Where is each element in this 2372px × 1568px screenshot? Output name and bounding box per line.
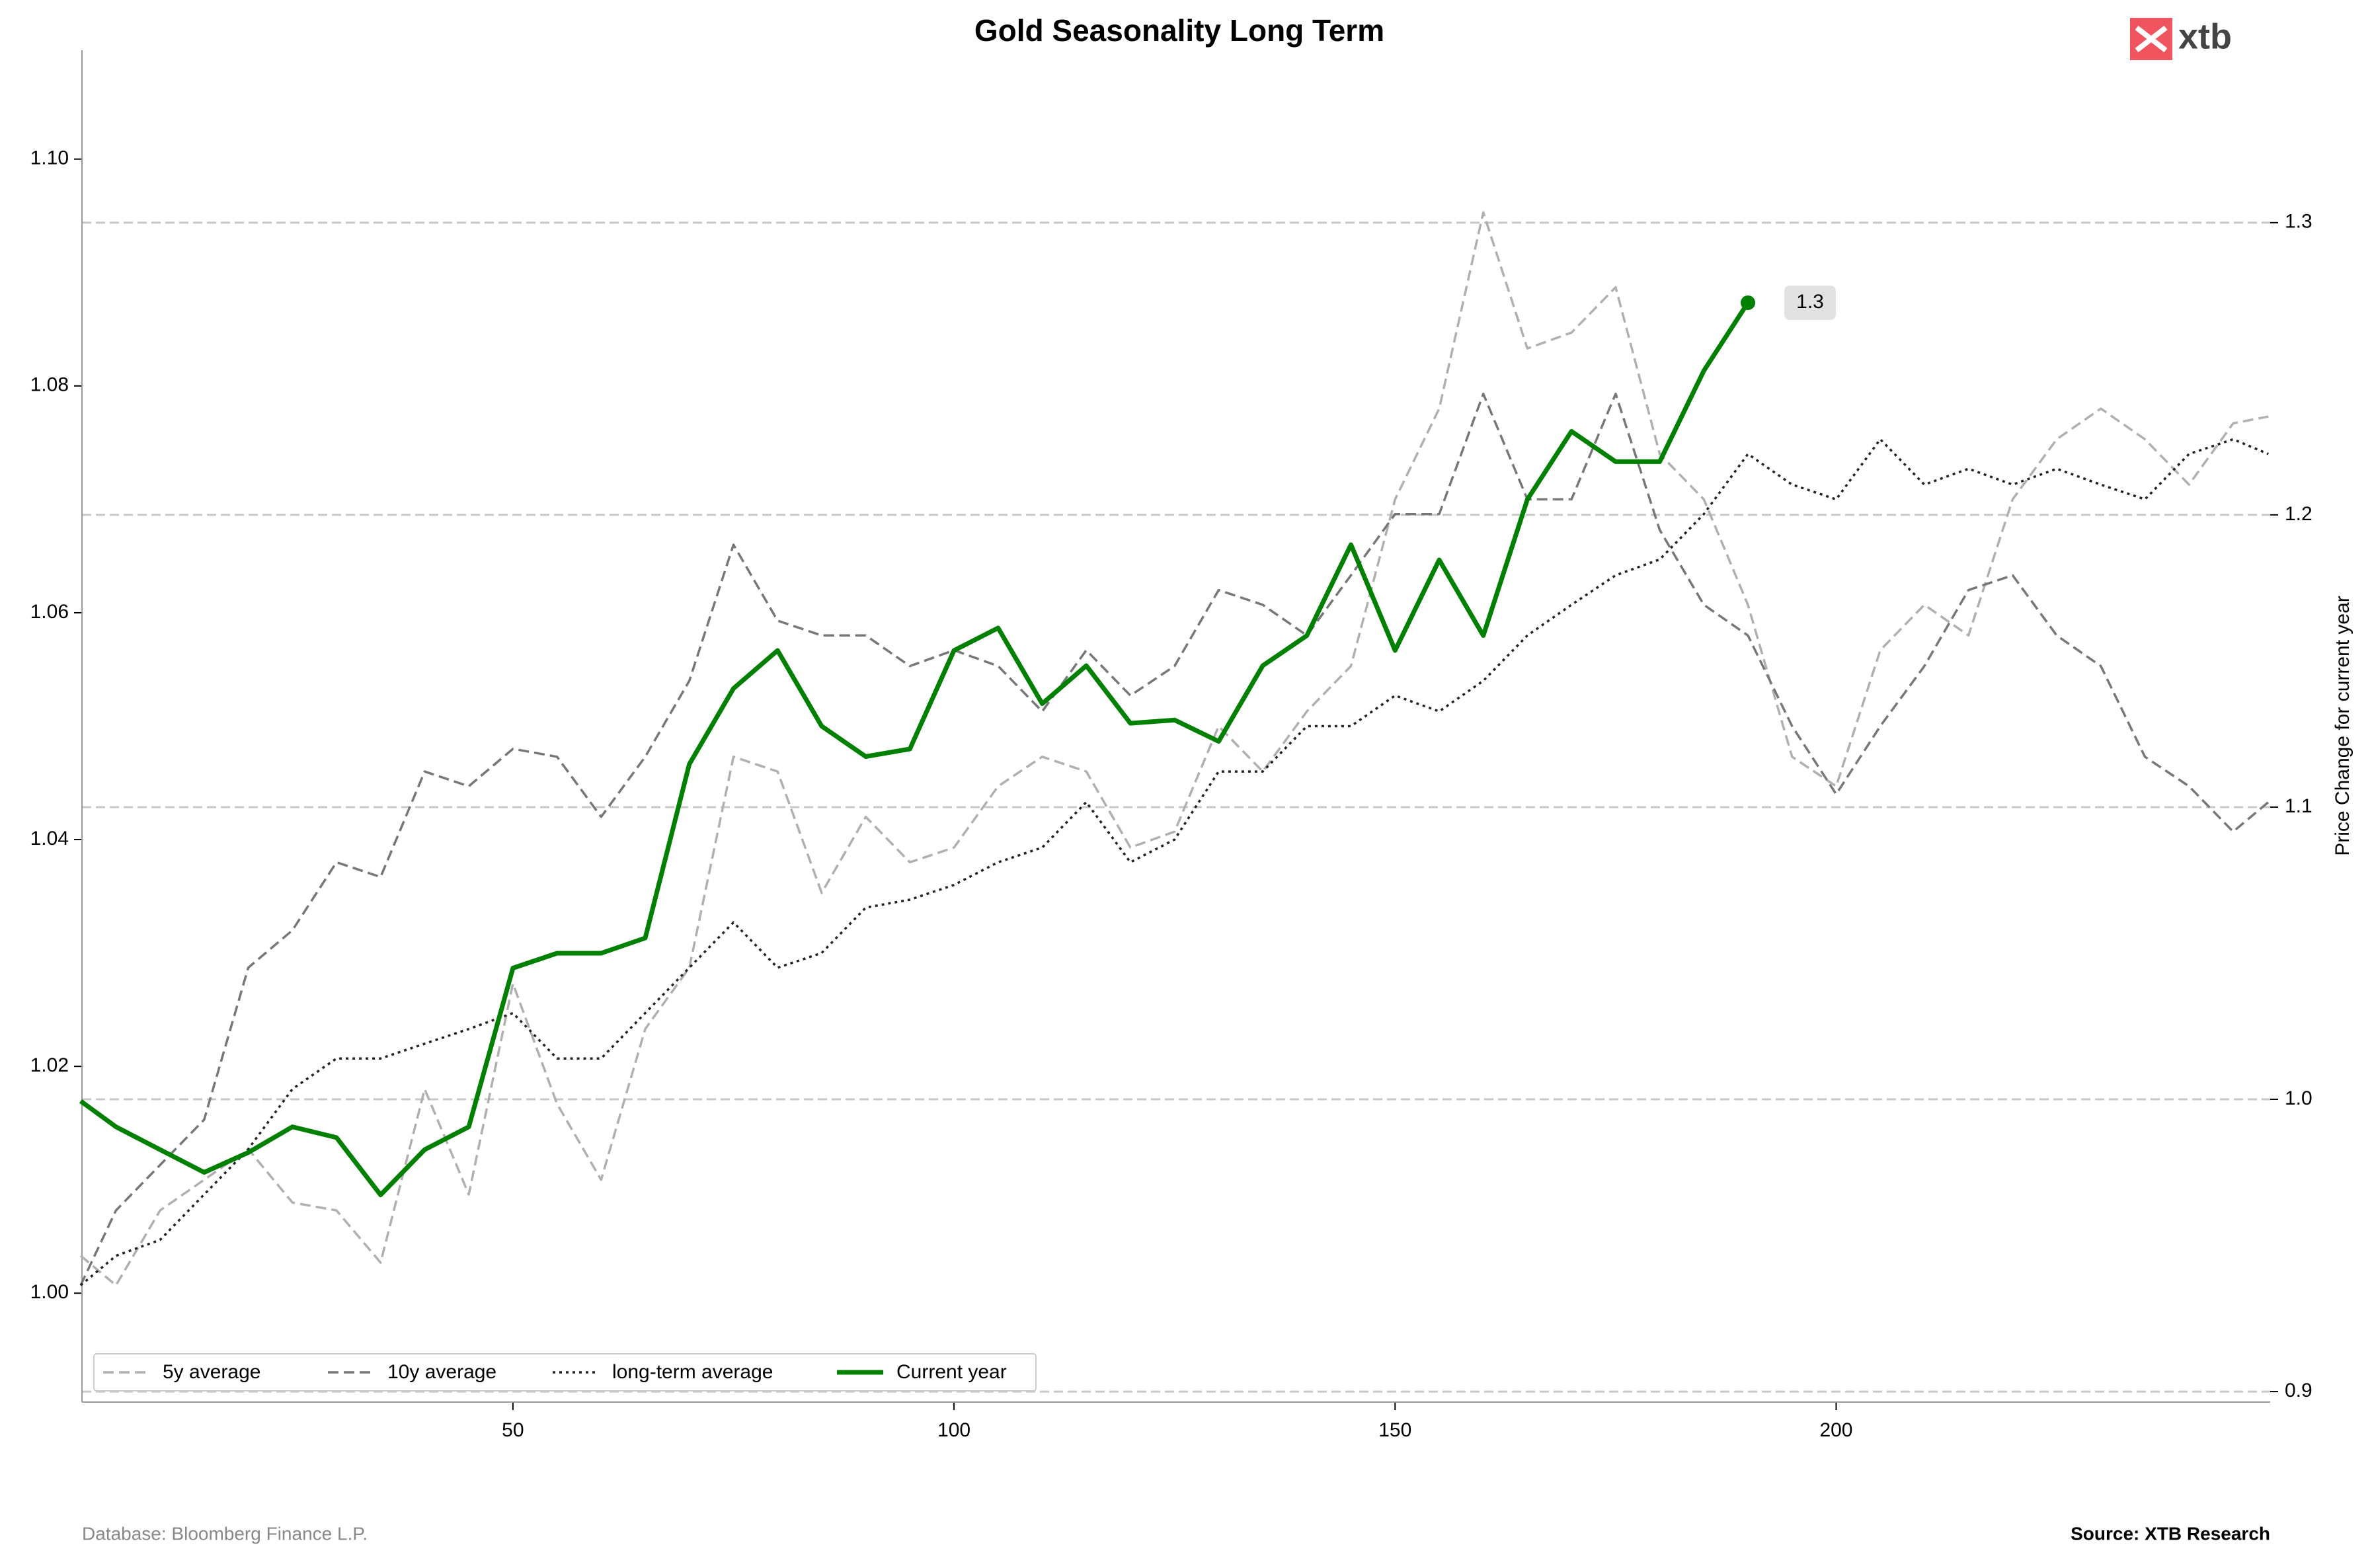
y-tick-label: 1.06 xyxy=(30,601,69,623)
series-line xyxy=(79,438,2269,1286)
series-line xyxy=(79,393,2270,1286)
legend: 5y average 10y average long-term average Cu… xyxy=(93,1353,1037,1392)
x-tick-label: 200 xyxy=(1819,1419,1852,1441)
chart-title: Gold Seasonality Long Term xyxy=(974,13,1384,48)
logo-cross xyxy=(2135,25,2168,53)
series-line xyxy=(79,301,1750,1198)
y2-tick-label: 1.1 xyxy=(2285,795,2313,817)
end-point xyxy=(1741,295,1756,310)
legend-frame xyxy=(93,1353,1037,1392)
legend-label: long-term average xyxy=(612,1361,773,1383)
y2-tick-label: 1.0 xyxy=(2285,1087,2313,1109)
annotation-box xyxy=(1784,285,1837,320)
x-tick-label: 150 xyxy=(1378,1419,1411,1441)
series-line xyxy=(79,211,2269,1287)
y2-axis-label: Price Change for current year xyxy=(2332,596,2353,856)
y2-tick-label: 1.2 xyxy=(2285,503,2313,525)
legend-label: 10y average xyxy=(387,1361,496,1383)
x-tick-label: 100 xyxy=(937,1419,970,1441)
y2-tick-label: 0.9 xyxy=(2285,1380,2313,1401)
y-tick-label: 1.02 xyxy=(30,1054,69,1076)
x-tick-label: 50 xyxy=(502,1419,524,1441)
y-tick-label: 1.00 xyxy=(30,1281,69,1303)
y-tick-label: 1.10 xyxy=(30,147,69,169)
y-tick-label: 1.04 xyxy=(30,828,69,849)
footer-right: Source: XTB Research xyxy=(2071,1523,2270,1544)
annotation-label: 1.3 xyxy=(1796,291,1824,313)
legend-label: Current year xyxy=(896,1361,1007,1383)
logo-text: xtb xyxy=(2178,17,2232,56)
footer-left: Database: Bloomberg Finance L.P. xyxy=(82,1523,368,1544)
y2-tick-label: 1.3 xyxy=(2285,211,2313,233)
legend-label: 5y average xyxy=(163,1361,260,1383)
y-tick-label: 1.08 xyxy=(30,374,69,396)
